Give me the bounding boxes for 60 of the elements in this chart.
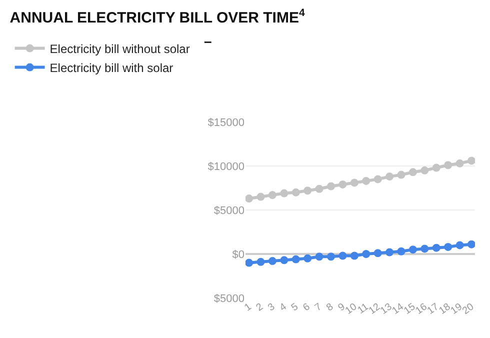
point [304, 254, 312, 262]
point [432, 244, 440, 252]
point [315, 184, 324, 193]
x-tick-label: 5 [290, 301, 301, 314]
point [280, 189, 288, 198]
legend-label: Electricity bill with solar [50, 60, 174, 75]
point [408, 168, 417, 176]
point [374, 249, 382, 258]
point [350, 178, 358, 187]
point [350, 252, 358, 260]
y-tick-label: $10000 [208, 160, 245, 173]
x-tick-label: 2 [254, 301, 266, 314]
point [397, 247, 406, 256]
y-tick-label: $15000 [208, 116, 245, 129]
point [397, 170, 406, 179]
x-tick-label: 1 [242, 301, 254, 314]
x-tick-label: 3 [266, 301, 278, 314]
point [326, 182, 335, 190]
y-tick-label: $0 [232, 248, 245, 261]
point [292, 255, 300, 264]
point [386, 172, 394, 181]
point [326, 252, 335, 261]
point [467, 156, 475, 165]
point [467, 240, 475, 248]
point [456, 159, 464, 168]
x-tick-label: 6 [301, 301, 313, 314]
point [256, 192, 265, 201]
point [456, 241, 464, 250]
point [246, 194, 254, 203]
point [444, 242, 452, 251]
y-tick-label: $5000 [214, 204, 245, 217]
point [256, 258, 265, 266]
legend-label: Electricity bill without solar [50, 42, 190, 56]
point [268, 191, 276, 200]
point [362, 176, 370, 185]
point [280, 256, 288, 264]
point [362, 250, 370, 258]
point [374, 175, 382, 184]
point [408, 246, 417, 254]
text: – [204, 33, 212, 49]
point [420, 166, 429, 174]
x-tick-label: 13 [378, 301, 394, 317]
point [338, 180, 347, 188]
point [268, 257, 276, 266]
point [432, 164, 440, 172]
point [386, 248, 394, 256]
point [246, 258, 254, 267]
x-tick-label: 8 [324, 301, 336, 314]
x-tick-label: 4 [278, 301, 290, 314]
x-tick-label: 20 [460, 301, 476, 317]
chart-title: ANNUAL ELECTRICITY BILL OVER TIME$^{4}$ [10, 7, 305, 26]
y-tick-label: $5000 [214, 292, 245, 305]
x-tick-label: 10 [344, 301, 360, 317]
point [338, 252, 347, 260]
point [420, 244, 429, 253]
point [292, 188, 300, 196]
point [304, 186, 312, 195]
x-tick-label: 7 [313, 301, 324, 314]
point [444, 161, 452, 170]
point [315, 252, 324, 261]
